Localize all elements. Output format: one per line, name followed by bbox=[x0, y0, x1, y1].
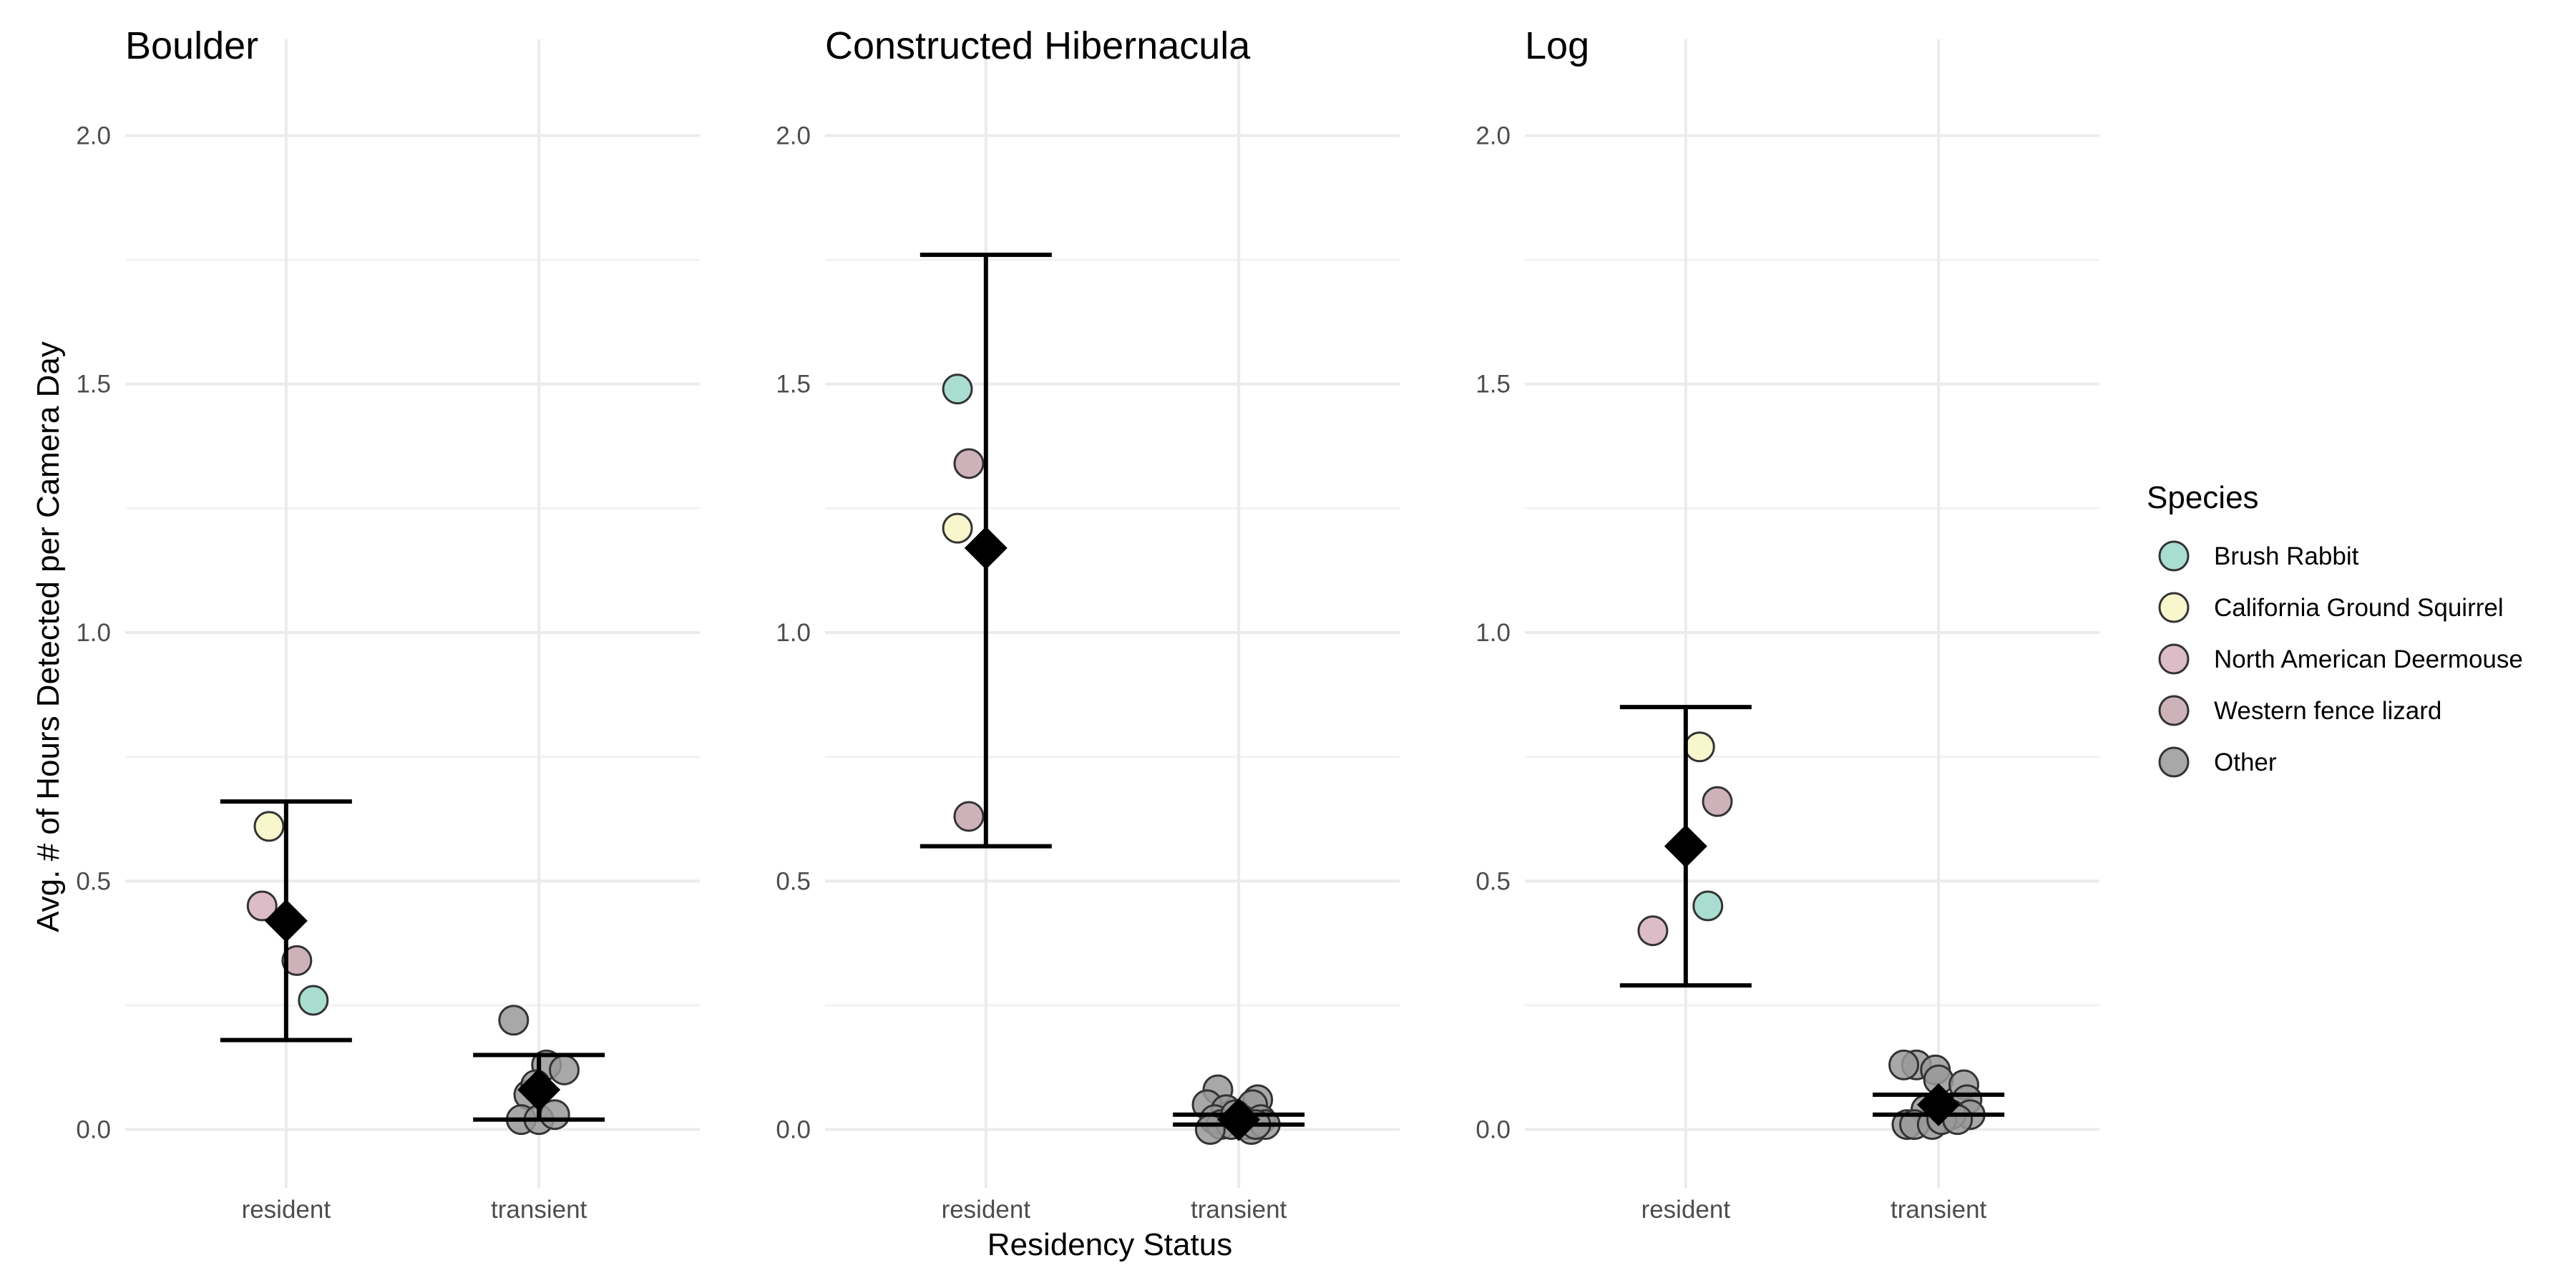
mean-marker bbox=[1917, 1083, 1961, 1126]
data-point bbox=[1684, 731, 1715, 763]
y-tick-label: 1.0 bbox=[76, 619, 111, 647]
mean-marker bbox=[1217, 1098, 1261, 1141]
legend-item: California Ground Squirrel bbox=[2158, 592, 2504, 623]
data-point bbox=[548, 1054, 580, 1085]
data-point bbox=[1692, 890, 1724, 922]
y-tick-label: 0.0 bbox=[1475, 1116, 1511, 1144]
legend-label: Other bbox=[2214, 748, 2277, 776]
legend-title: Species bbox=[2147, 480, 2259, 515]
data-point bbox=[953, 448, 985, 479]
panel-title: Boulder bbox=[125, 24, 258, 67]
y-tick-label: 1.0 bbox=[1475, 619, 1511, 647]
facet-panel: 0.0 0.5 1.0 1.5 2.0 resident transient Construc… bbox=[776, 24, 1400, 1224]
data-point bbox=[1702, 786, 1733, 817]
y-tick-label: 0.0 bbox=[76, 1116, 111, 1144]
y-axis-title: Avg. # of Hours Detected per Camera Day bbox=[31, 341, 66, 932]
panel-title: Constructed Hibernacula bbox=[825, 24, 1251, 67]
legend-label: Brush Rabbit bbox=[2214, 542, 2359, 570]
data-point bbox=[1888, 1049, 1920, 1080]
legend-label: California Ground Squirrel bbox=[2214, 594, 2504, 622]
facet-panel: 0.0 0.5 1.0 1.5 2.0 resident transient Boulder bbox=[76, 24, 700, 1224]
data-point bbox=[281, 945, 313, 976]
legend-item: Brush Rabbit bbox=[2158, 540, 2359, 572]
y-tick-label: 1.0 bbox=[776, 619, 811, 647]
y-tick-label: 2.0 bbox=[1475, 122, 1511, 150]
data-point bbox=[246, 890, 278, 922]
mean-marker bbox=[1664, 824, 1707, 868]
data-point bbox=[953, 801, 985, 832]
y-tick-label: 0.5 bbox=[1475, 867, 1511, 895]
y-tick-label: 0.0 bbox=[776, 1116, 811, 1144]
legend-swatch bbox=[2158, 746, 2190, 778]
legend-label: Western fence lizard bbox=[2214, 697, 2441, 725]
legend-item: Western fence lizard bbox=[2158, 695, 2441, 726]
y-tick-label: 2.0 bbox=[776, 122, 811, 150]
legend-item: Other bbox=[2158, 746, 2277, 778]
panel-title: Log bbox=[1525, 24, 1589, 67]
y-tick-label: 1.5 bbox=[776, 371, 811, 399]
y-tick-label: 0.5 bbox=[776, 867, 811, 895]
data-point bbox=[298, 985, 329, 1016]
data-point bbox=[253, 811, 285, 842]
mean-marker bbox=[964, 526, 1008, 570]
x-tick-label: transient bbox=[1890, 1196, 1987, 1224]
mean-marker bbox=[517, 1068, 561, 1111]
y-tick-label: 0.5 bbox=[76, 867, 111, 895]
x-tick-label: resident bbox=[242, 1196, 331, 1224]
legend-label: North American Deermouse bbox=[2214, 645, 2523, 673]
legend-item: North American Deermouse bbox=[2158, 643, 2523, 675]
data-point bbox=[498, 1005, 530, 1036]
data-point bbox=[942, 374, 973, 405]
x-axis-title: Residency Status bbox=[987, 1227, 1232, 1262]
x-tick-label: transient bbox=[1191, 1196, 1287, 1224]
x-tick-label: transient bbox=[491, 1196, 587, 1224]
legend-swatch bbox=[2158, 695, 2190, 726]
data-point bbox=[942, 512, 973, 544]
y-tick-label: 1.5 bbox=[76, 371, 111, 399]
legend-swatch bbox=[2158, 540, 2190, 572]
legend-swatch bbox=[2158, 592, 2190, 623]
x-tick-label: resident bbox=[1641, 1196, 1731, 1224]
y-tick-label: 2.0 bbox=[76, 122, 111, 150]
y-tick-label: 1.5 bbox=[1475, 371, 1511, 399]
data-point bbox=[1637, 915, 1669, 947]
legend-swatch bbox=[2158, 643, 2190, 675]
legend: Species Brush Rabbit California Ground Squ… bbox=[2147, 480, 2523, 778]
mean-marker bbox=[264, 899, 308, 942]
x-tick-label: resident bbox=[942, 1196, 1031, 1224]
facet-panel: 0.0 0.5 1.0 1.5 2.0 resident transient Log bbox=[1475, 24, 2099, 1224]
